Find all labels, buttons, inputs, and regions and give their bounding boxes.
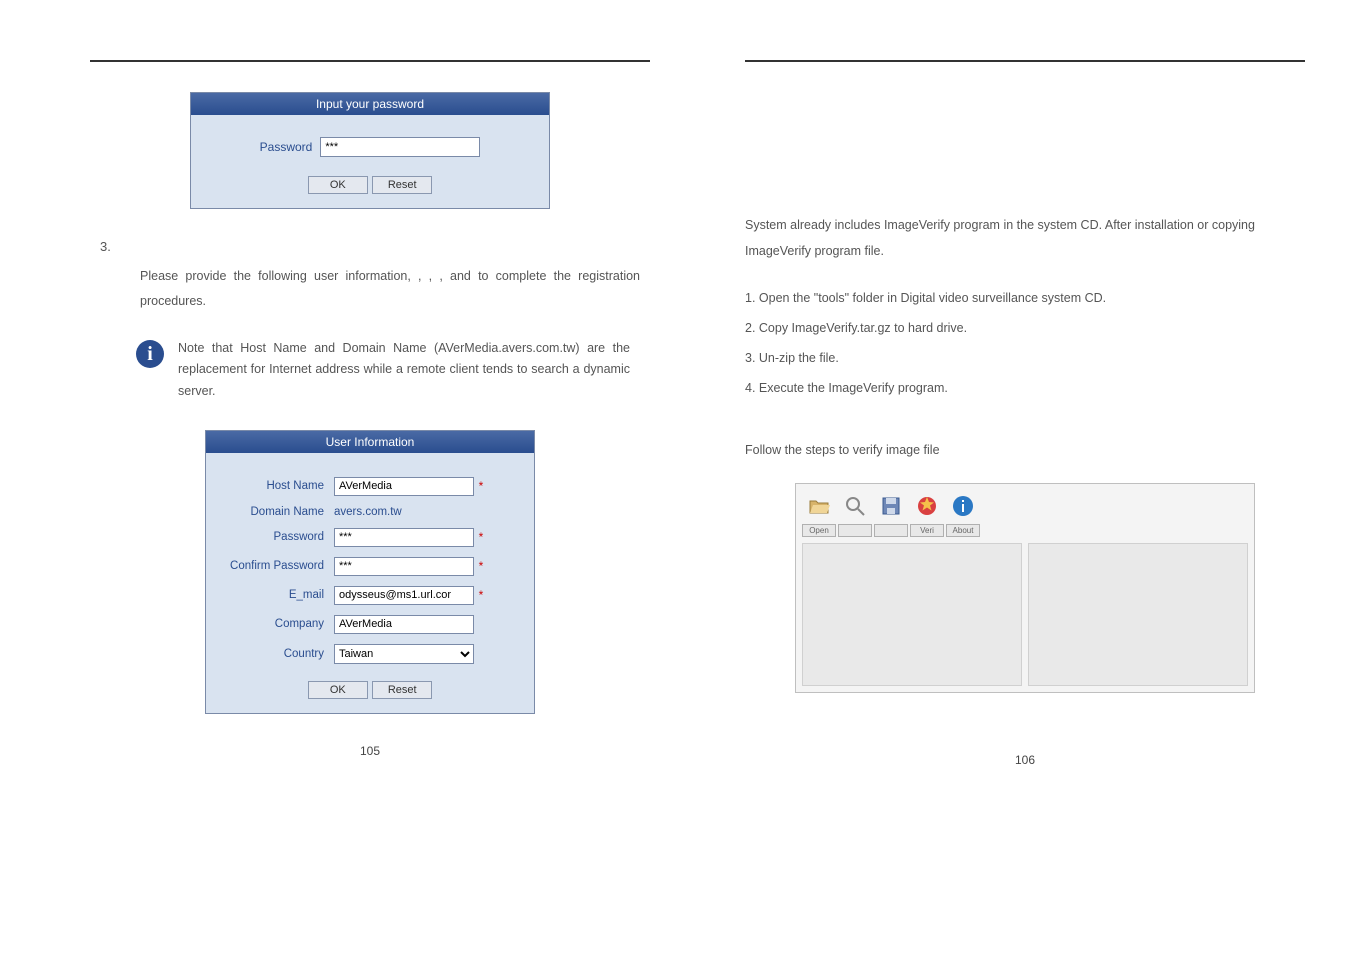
info-circle-icon xyxy=(951,494,975,518)
iv-tab-2 xyxy=(838,524,872,537)
floppy-icon xyxy=(879,494,903,518)
install-step-1: 1. Open the "tools" folder in Digital vi… xyxy=(745,283,1305,313)
info-icon xyxy=(136,340,164,368)
required-mark: * xyxy=(474,530,488,544)
required-mark: * xyxy=(474,588,488,602)
install-step-3: 3. Un-zip the file. xyxy=(745,343,1305,373)
step-text-before: Please provide the following user inform… xyxy=(140,269,418,283)
imageverify-window: Open Veri About xyxy=(795,483,1255,693)
confirm-password-label: Confirm Password xyxy=(224,560,334,572)
folder-open-icon xyxy=(807,494,831,518)
iv-tab-open: Open xyxy=(802,524,836,537)
note-row: Note that Host Name and Domain Name (AVe… xyxy=(90,314,650,412)
password-input[interactable] xyxy=(320,137,480,157)
iv-tab-3 xyxy=(874,524,908,537)
iv-tab-verify: Veri xyxy=(910,524,944,537)
step-text-mid: , , , and xyxy=(418,269,478,283)
password-dialog-body: Password xyxy=(191,115,549,175)
host-name-input[interactable] xyxy=(334,477,474,496)
left-page: Input your password Password OK Reset 3.… xyxy=(90,60,650,758)
imageverify-tab-labels: Open Veri About xyxy=(796,524,1254,537)
user-info-ok-button[interactable]: OK xyxy=(308,681,368,699)
note-text: Note that Host Name and Domain Name (AVe… xyxy=(178,338,630,402)
iv-tab-about: About xyxy=(946,524,980,537)
left-page-number: 105 xyxy=(90,744,650,758)
user-info-reset-button[interactable]: Reset xyxy=(372,681,432,699)
install-steps: 1. Open the "tools" folder in Digital vi… xyxy=(745,283,1305,403)
intro-paragraph: System already includes ImageVerify prog… xyxy=(745,212,1305,265)
ui-password-label: Password xyxy=(224,531,334,543)
save-button[interactable] xyxy=(874,490,908,522)
step-text: Please provide the following user inform… xyxy=(90,264,650,314)
user-info-dialog: User Information Host Name * Domain Name… xyxy=(205,430,535,714)
password-dialog-title: Input your password xyxy=(191,93,549,115)
password-reset-button[interactable]: Reset xyxy=(372,176,432,194)
about-button[interactable] xyxy=(946,490,980,522)
imageverify-left-pane xyxy=(802,543,1022,686)
right-page-number: 106 xyxy=(745,753,1305,767)
confirm-password-input[interactable] xyxy=(334,557,474,576)
install-step-2: 2. Copy ImageVerify.tar.gz to hard drive… xyxy=(745,313,1305,343)
domain-name-label: Domain Name xyxy=(224,506,334,518)
page-divider xyxy=(90,60,650,62)
country-label: Country xyxy=(224,648,334,660)
step-number: 3. xyxy=(100,239,650,254)
zoom-button[interactable] xyxy=(838,490,872,522)
company-input[interactable] xyxy=(334,615,474,634)
country-select[interactable]: Taiwan xyxy=(334,644,474,664)
user-info-dialog-title: User Information xyxy=(206,431,534,453)
install-step-4: 4. Execute the ImageVerify program. xyxy=(745,373,1305,403)
required-mark: * xyxy=(474,479,488,493)
host-name-label: Host Name xyxy=(224,480,334,492)
email-label: E_mail xyxy=(224,589,334,601)
open-folder-button[interactable] xyxy=(802,490,836,522)
verify-button[interactable] xyxy=(910,490,944,522)
imageverify-toolbar xyxy=(796,484,1254,522)
verify-stamp-icon xyxy=(915,494,939,518)
magnifier-icon xyxy=(843,494,867,518)
password-ok-button[interactable]: OK xyxy=(308,176,368,194)
domain-name-value: avers.com.tw xyxy=(334,506,402,518)
right-page: System already includes ImageVerify prog… xyxy=(745,60,1305,767)
ui-password-input[interactable] xyxy=(334,528,474,547)
password-dialog: Input your password Password OK Reset xyxy=(190,92,550,209)
imageverify-panes xyxy=(796,537,1254,692)
password-label: Password xyxy=(260,140,313,154)
company-label: Company xyxy=(224,618,334,630)
required-mark: * xyxy=(474,559,488,573)
follow-line: Follow the steps to verify image file xyxy=(745,437,1305,463)
email-input[interactable] xyxy=(334,586,474,605)
imageverify-right-pane xyxy=(1028,543,1248,686)
page-divider xyxy=(745,60,1305,62)
